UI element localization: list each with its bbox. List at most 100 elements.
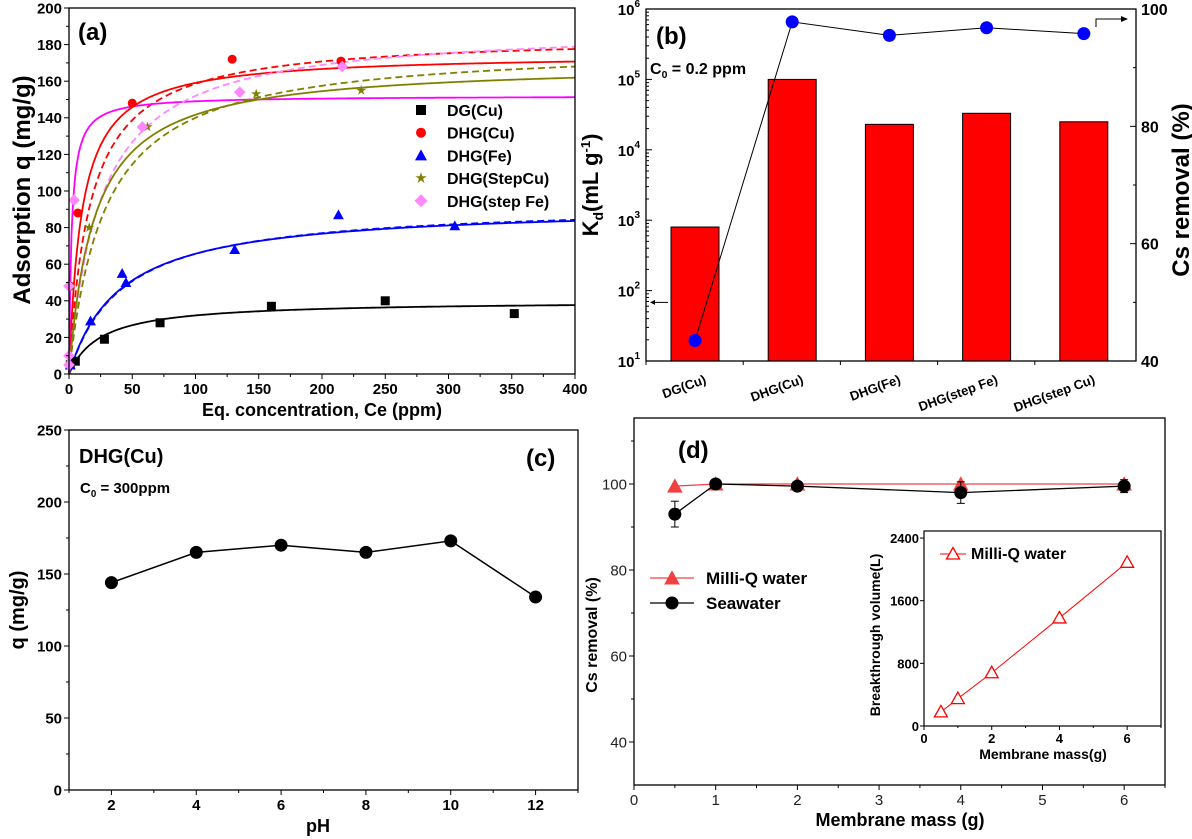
y-tick-label: 100 xyxy=(602,476,627,493)
y-tick-label: 60 xyxy=(45,257,62,274)
y-tick-label: 40 xyxy=(610,734,627,751)
data-point xyxy=(120,277,132,287)
y-tick-label: 140 xyxy=(37,110,62,127)
x-tick-label: 10 xyxy=(442,797,459,814)
y-axis-label: Kd(mL g-1) xyxy=(578,134,606,237)
plot-frame xyxy=(633,417,1166,786)
legend-label: DHG(Cu) xyxy=(447,126,515,143)
y-tick-label: 0 xyxy=(54,782,62,799)
tick-base: 10 xyxy=(618,2,635,19)
data-point xyxy=(116,267,128,278)
panel-label: (a) xyxy=(78,19,107,46)
legend-item: Seawater xyxy=(650,594,781,613)
y-tick-label: 0 xyxy=(54,366,62,383)
y2-tick-label: 40 xyxy=(1141,354,1159,371)
legend-marker xyxy=(416,127,426,138)
x-tick-label: 3 xyxy=(875,792,883,809)
x-tick-label: 2 xyxy=(793,792,801,809)
data-point xyxy=(954,486,968,500)
panel-label: (b) xyxy=(656,23,687,50)
inset-y-tick-label: 2400 xyxy=(890,531,919,546)
annotation: C0 = 0.2 ppm xyxy=(650,61,746,81)
annotation-subscript: 0 xyxy=(91,489,97,500)
data-point xyxy=(85,315,96,326)
legend-marker xyxy=(414,194,428,208)
tick-base: 10 xyxy=(618,143,635,160)
x-tick-label: 0 xyxy=(630,792,638,809)
right-axis-arrow-icon xyxy=(1095,18,1122,27)
data-point xyxy=(266,301,276,311)
category-label: DHG(step Fe) xyxy=(916,372,999,415)
fit-curve xyxy=(68,48,575,375)
data-point xyxy=(155,318,165,328)
legend-marker xyxy=(664,570,680,585)
legend-label: DG(Cu) xyxy=(447,103,503,120)
y2-tick-label: 60 xyxy=(1141,237,1159,254)
data-point xyxy=(127,98,137,108)
inset-x-tick-label: 6 xyxy=(1124,731,1131,746)
data-point xyxy=(333,209,344,220)
category-label: DHG(Cu) xyxy=(749,372,806,405)
x-tick-label: 0 xyxy=(65,381,73,398)
data-point xyxy=(84,222,95,232)
fit-curve xyxy=(68,220,576,375)
panel-label: (d) xyxy=(678,437,709,464)
fit-curve xyxy=(68,45,575,375)
panel-a: 0 50 100 150 200 250 300 350 400 0 20 40 60 80 100 120 1… xyxy=(9,0,588,420)
fit-curve xyxy=(68,96,575,375)
inset-x-tick-label: 2 xyxy=(988,731,995,746)
y-tick-label: 101 xyxy=(618,351,641,371)
data-point xyxy=(1117,479,1131,493)
legend-label: DHG(step Fe) xyxy=(447,194,549,211)
data-point xyxy=(99,334,109,344)
inset-legend-item: Milli-Q water xyxy=(940,546,1066,563)
inset-chart: 0 2 4 6 0 800 1600 2400 Membrane mass(g) Breakthr… xyxy=(867,530,1162,762)
y-tick-label: 104 xyxy=(618,140,641,160)
fit-curve xyxy=(68,76,575,375)
legend-item: Milli-Q water xyxy=(650,569,807,588)
legend-marker xyxy=(416,105,426,115)
y-tick-label: 200 xyxy=(37,0,62,17)
removal-point xyxy=(688,333,702,347)
y-label-sub: d xyxy=(590,212,606,221)
y-tick-label: 20 xyxy=(45,330,62,347)
inset-x-axis-label: Membrane mass(g) xyxy=(979,746,1107,762)
data-point xyxy=(189,545,203,559)
x-tick-label: 8 xyxy=(362,797,370,814)
x-tick-label: 250 xyxy=(373,381,398,398)
tick-base: 10 xyxy=(618,213,635,230)
inset-x-tick-label: 4 xyxy=(1056,731,1064,746)
chart-title: DHG(Cu) xyxy=(79,446,163,468)
data-point xyxy=(227,54,237,64)
data-point xyxy=(104,576,118,590)
data-point xyxy=(251,88,262,99)
tick-exponent: 3 xyxy=(634,210,640,221)
inset-data-point xyxy=(1119,554,1135,568)
data-point xyxy=(68,194,80,206)
y-axis-label: Cs removal (%) xyxy=(584,577,601,693)
x-tick-label: 4 xyxy=(192,797,201,814)
right-axis-arrowhead-icon xyxy=(1121,16,1128,22)
y-label-mid: (mL g xyxy=(578,152,603,211)
data-point xyxy=(667,478,683,493)
annotation-rest: = 300ppm xyxy=(96,480,170,497)
annotation: C0 = 300ppm xyxy=(80,480,170,500)
y-axis-label: q (mg/g) xyxy=(7,571,29,650)
x-tick-label: 50 xyxy=(124,381,141,398)
category-label: DG(Cu) xyxy=(660,372,708,402)
y-tick-label: 106 xyxy=(618,0,641,19)
y-tick-label: 60 xyxy=(610,648,627,665)
bar xyxy=(962,112,1012,362)
inset-data-point xyxy=(950,690,966,705)
inset-data-point xyxy=(933,704,949,718)
legend-marker xyxy=(415,149,427,161)
removal-point xyxy=(1077,27,1091,41)
y-tick-label: 100 xyxy=(37,638,62,655)
panel-label: (c) xyxy=(526,445,555,472)
x-axis-label: Membrane mass (g) xyxy=(815,810,984,830)
legend-item: DHG(Cu) xyxy=(416,126,515,143)
inset-legend-marker xyxy=(945,546,961,560)
data-point xyxy=(509,309,519,319)
